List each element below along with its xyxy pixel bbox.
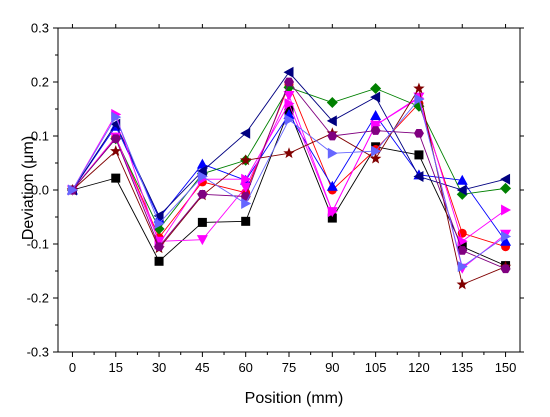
y-tick-label: 0.1 — [31, 129, 49, 144]
data-point — [327, 206, 338, 218]
data-point — [154, 256, 164, 266]
data-point — [413, 171, 424, 182]
x-tick-label: 90 — [325, 360, 339, 375]
data-point — [414, 93, 425, 105]
series-1 — [67, 105, 511, 271]
data-point — [283, 66, 294, 78]
data-point — [456, 278, 468, 290]
x-tick-label: 60 — [238, 360, 252, 375]
data-point — [501, 230, 512, 242]
x-tick-label: 15 — [109, 360, 123, 375]
axes-group: 0 15 30 45 60 75 90 105 120 135 150 -0.3 -0.2 -0.1 0.0… — [27, 21, 524, 375]
data-point — [456, 184, 467, 196]
x-tick-label: 150 — [495, 360, 517, 375]
data-point — [196, 235, 208, 246]
y-tick-label: -0.3 — [27, 345, 49, 360]
x-axis-title: Position (mm) — [245, 390, 344, 407]
data-point — [500, 235, 512, 246]
data-point — [284, 77, 294, 87]
data-point — [241, 198, 252, 209]
data-point — [413, 128, 424, 138]
data-point — [111, 111, 122, 123]
data-point — [500, 264, 511, 274]
series-5 — [66, 66, 511, 222]
data-point — [154, 217, 165, 229]
data-point — [370, 82, 382, 94]
data-point — [370, 109, 382, 120]
plot-frame — [57, 27, 521, 353]
data-point — [326, 97, 338, 109]
y-tick-label: 0.3 — [31, 21, 49, 36]
data-point — [370, 126, 381, 135]
data-point — [283, 91, 295, 101]
data-point — [197, 189, 208, 199]
data-point — [283, 147, 295, 159]
series-10 — [67, 93, 512, 273]
data-point — [500, 182, 512, 194]
data-point — [153, 210, 164, 222]
data-point — [240, 182, 252, 193]
data-point — [457, 228, 467, 238]
data-point — [456, 174, 468, 185]
data-point — [240, 127, 251, 139]
data-point — [111, 173, 121, 183]
data-point — [327, 147, 338, 159]
data-point — [284, 114, 295, 126]
data-point — [370, 91, 381, 103]
data-point — [110, 134, 121, 144]
y-tick-label: -0.1 — [27, 237, 49, 252]
data-point — [327, 131, 338, 141]
x-tick-label: 105 — [365, 360, 387, 375]
x-tick-label: 75 — [282, 360, 296, 375]
data-point — [369, 152, 382, 164]
data-point — [197, 217, 207, 227]
data-point — [239, 154, 252, 166]
x-tick-label: 30 — [152, 360, 166, 375]
data-point — [457, 246, 468, 255]
data-point — [110, 145, 122, 156]
data-point — [241, 216, 251, 226]
data-point — [457, 261, 468, 273]
series-group — [66, 66, 512, 290]
y-tick-label: 0.2 — [31, 75, 49, 90]
x-tick-label: 135 — [451, 360, 473, 375]
data-point — [326, 115, 337, 127]
y-tick-label: -0.2 — [27, 291, 49, 306]
data-point — [501, 204, 512, 216]
data-point — [500, 173, 511, 185]
data-point — [154, 242, 165, 252]
data-point — [196, 158, 208, 169]
data-point — [326, 180, 338, 191]
data-point — [371, 145, 382, 157]
x-tick-label: 0 — [69, 360, 76, 375]
data-point — [284, 98, 295, 110]
data-point — [197, 171, 208, 182]
data-point — [67, 184, 78, 196]
data-point — [196, 165, 207, 177]
x-tick-label: 120 — [408, 360, 430, 375]
x-tick-label: 45 — [195, 360, 209, 375]
data-point — [327, 213, 337, 223]
y-tick-label: 0.0 — [31, 183, 49, 198]
y-axis-title: Deviation (μm) — [20, 136, 37, 240]
data-point — [241, 173, 252, 185]
data-point — [414, 150, 424, 160]
data-point — [413, 82, 425, 94]
